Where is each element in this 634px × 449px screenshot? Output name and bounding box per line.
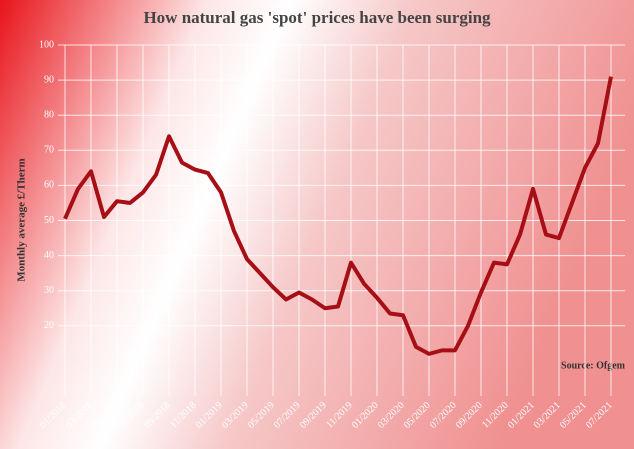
y-tick-label: 90	[44, 74, 54, 85]
data-line	[63, 76, 613, 356]
chart-title: How natural gas 'spot' prices have been …	[143, 8, 491, 27]
y-tick-label: 30	[44, 285, 54, 296]
y-tick-label: 100	[39, 39, 54, 50]
source: Source: Ofgem	[561, 360, 626, 371]
y-tick-label: 50	[44, 215, 54, 226]
y-tick-label: 70	[44, 145, 54, 156]
y-tick-label: 60	[44, 180, 54, 191]
y-tick-label: 20	[44, 320, 54, 331]
y-tick-label: 80	[44, 109, 54, 120]
y-axis-label: Monthly average £/Therm	[16, 158, 28, 281]
y-tick-label: 40	[44, 250, 54, 261]
